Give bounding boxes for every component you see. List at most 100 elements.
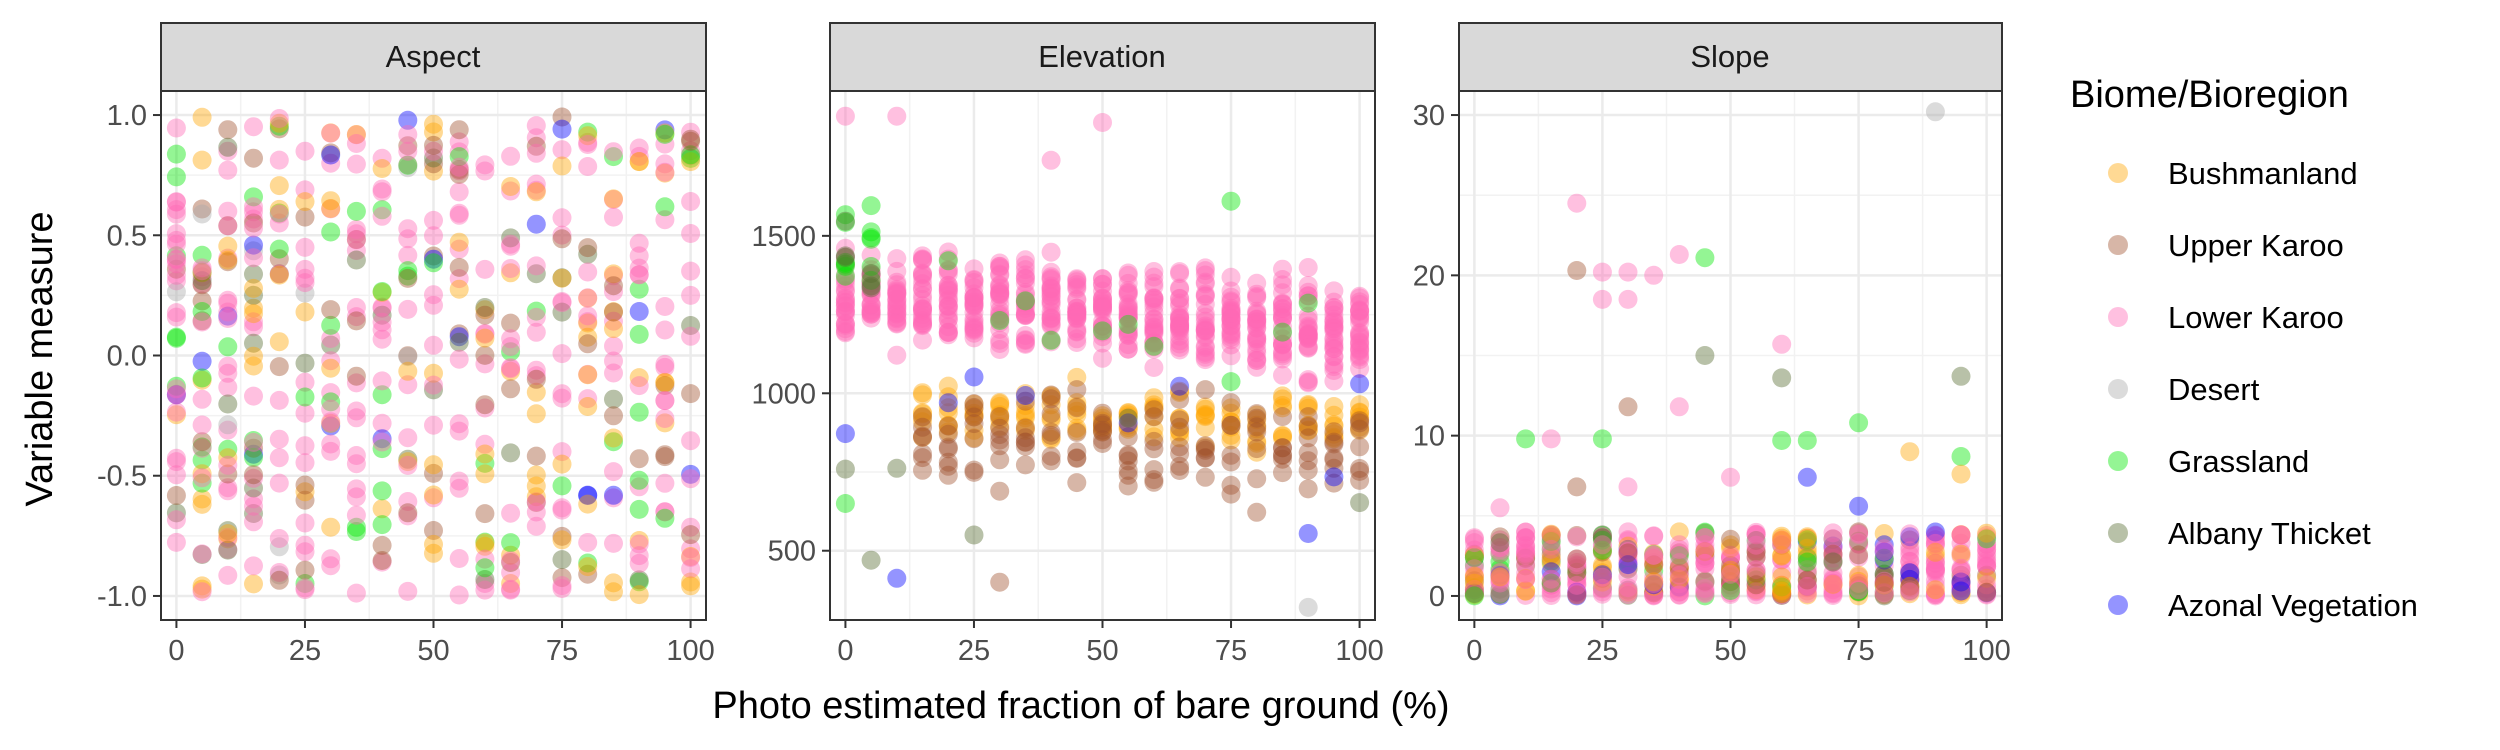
data-point (1298, 398, 1318, 418)
data-point (1644, 545, 1664, 565)
data-point (1490, 563, 1510, 583)
data-point (861, 303, 881, 323)
data-point (1118, 294, 1138, 314)
data-point (964, 320, 984, 340)
data-point (1144, 321, 1164, 341)
data-point (1669, 559, 1689, 579)
data-point (1618, 559, 1638, 579)
data-point (1618, 262, 1638, 282)
data-point (1015, 292, 1035, 312)
data-point (1118, 285, 1138, 305)
data-point (1221, 311, 1241, 331)
data-point (295, 436, 315, 456)
data-point (1592, 528, 1612, 548)
data-point (1823, 545, 1843, 565)
data-point (1772, 368, 1792, 388)
data-point (835, 319, 855, 339)
data-point (1695, 248, 1715, 268)
data-point (1721, 560, 1740, 580)
data-point (398, 229, 418, 249)
data-point (321, 351, 341, 371)
data-point (681, 384, 701, 404)
data-point (1247, 312, 1267, 332)
data-point (1618, 542, 1638, 562)
data-point (604, 311, 623, 331)
data-point (218, 394, 238, 414)
data-point (1015, 326, 1035, 345)
data-point (1746, 560, 1766, 580)
data-point (1669, 575, 1689, 594)
data-point (604, 351, 623, 371)
data-point (1618, 543, 1638, 562)
data-point (1925, 559, 1945, 579)
data-point (1221, 430, 1241, 450)
data-point (1170, 456, 1190, 476)
data-point (681, 431, 701, 451)
data-point (1118, 418, 1138, 438)
data-point (321, 329, 341, 348)
data-point (990, 334, 1010, 353)
data-point (1067, 397, 1087, 417)
data-point (1144, 336, 1164, 356)
data-point (681, 148, 701, 168)
data-point (681, 152, 701, 172)
data-point (1195, 320, 1215, 340)
data-point (1721, 556, 1740, 575)
data-point (1350, 308, 1370, 328)
data-point (244, 468, 263, 488)
data-point (1823, 551, 1843, 571)
data-point (1772, 585, 1792, 604)
data-point (192, 464, 212, 484)
data-point (913, 268, 932, 288)
data-point (1695, 545, 1715, 565)
data-point (1951, 579, 1971, 598)
data-point (1195, 321, 1215, 341)
data-point (218, 160, 238, 180)
data-point (424, 380, 443, 400)
data-point (835, 305, 855, 325)
data-point (1592, 566, 1612, 586)
data-point (1925, 553, 1945, 573)
data-point (1951, 525, 1971, 545)
data-point (1849, 413, 1869, 433)
data-point (990, 264, 1010, 284)
data-point (1464, 583, 1484, 603)
data-point (964, 284, 984, 304)
data-point (913, 427, 932, 447)
data-point (1874, 564, 1894, 584)
data-point (835, 265, 855, 285)
data-point (1900, 580, 1920, 600)
data-point (321, 153, 341, 173)
data-point (1849, 565, 1869, 585)
data-point (1093, 411, 1112, 431)
data-point (1015, 417, 1035, 437)
data-point (321, 315, 341, 335)
data-point (861, 294, 881, 314)
data-point (578, 288, 598, 308)
data-point (1067, 421, 1087, 441)
data-point (835, 424, 855, 444)
data-point (1695, 586, 1715, 606)
data-point (1170, 316, 1190, 336)
data-point (398, 346, 418, 366)
data-point (449, 239, 469, 259)
data-point (1823, 523, 1843, 543)
data-point (655, 354, 675, 374)
data-point (269, 113, 289, 133)
data-point (1273, 308, 1292, 327)
data-point (192, 576, 212, 596)
data-point (1669, 563, 1689, 583)
data-point (398, 347, 418, 367)
data-point (1567, 549, 1587, 569)
data-point (1669, 245, 1689, 264)
data-point (1247, 303, 1267, 323)
data-point (346, 505, 366, 525)
data-point (192, 204, 212, 224)
data-point (835, 255, 855, 275)
data-point (1015, 305, 1035, 325)
data-point (269, 249, 289, 269)
data-point (1721, 538, 1740, 558)
data-point (887, 284, 907, 304)
data-point (1951, 576, 1971, 596)
data-point (1567, 559, 1587, 579)
